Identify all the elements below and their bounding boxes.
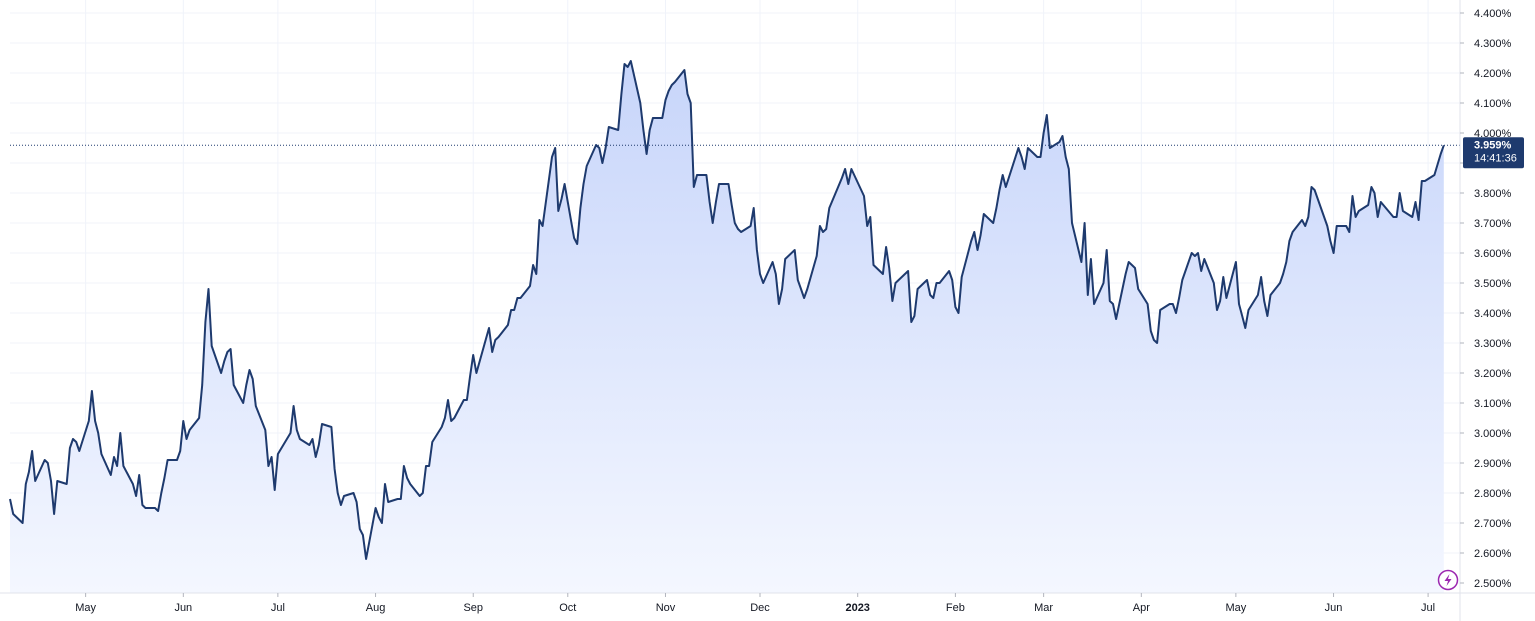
time-axis-label: Nov [656, 602, 676, 614]
price-axis-label: 2.500% [1474, 578, 1512, 590]
lightning-icon[interactable] [1437, 569, 1459, 591]
price-axis-label: 4.000% [1474, 128, 1512, 140]
price-axis-label: 4.100% [1474, 98, 1512, 110]
price-axis-label: 3.200% [1474, 368, 1512, 380]
price-axis-label: 4.400% [1474, 8, 1512, 20]
time-axis-label: Oct [559, 602, 576, 614]
time-axis-background [0, 593, 1535, 621]
last-value-badge: 3.959% 14:41:36 [1463, 137, 1524, 169]
price-axis[interactable]: 2.500% 2.600% 2.700% 2.800% 2.900% 3.000% 3.10… [1460, 8, 1512, 590]
last-value-label: 3.959% [1474, 139, 1512, 151]
price-axis-label: 3.100% [1474, 398, 1512, 410]
price-axis-label: 2.600% [1474, 548, 1512, 560]
price-axis-label: 3.000% [1474, 428, 1512, 440]
price-axis-background [1460, 0, 1535, 593]
time-axis-label: 2023 [845, 602, 869, 614]
price-axis-label: 3.700% [1474, 218, 1512, 230]
time-axis-label: Sep [463, 602, 483, 614]
countdown-label: 14:41:36 [1474, 152, 1517, 164]
lightning-icon-bolt [1444, 574, 1452, 586]
time-axis[interactable]: May Jun Jul Aug Sep Oct Nov Dec 2023 Feb Mar Apr May… [75, 593, 1435, 614]
time-axis-label: Jun [174, 602, 192, 614]
price-axis-label: 4.200% [1474, 68, 1512, 80]
price-axis-label: 3.400% [1474, 308, 1512, 320]
time-axis-label: Jun [1325, 602, 1343, 614]
time-axis-label: Apr [1133, 602, 1150, 614]
series-area [10, 61, 1444, 593]
time-axis-label: Dec [750, 602, 770, 614]
price-axis-label: 2.700% [1474, 518, 1512, 530]
price-axis-label: 3.800% [1474, 188, 1512, 200]
price-axis-label: 2.900% [1474, 458, 1512, 470]
time-axis-label: Feb [946, 602, 965, 614]
time-axis-label: May [75, 602, 96, 614]
series-line[interactable] [9, 60, 1445, 560]
price-axis-label: 3.500% [1474, 278, 1512, 290]
time-axis-label: Mar [1034, 602, 1053, 614]
time-axis-label: Jul [1421, 602, 1435, 614]
time-axis-label: May [1225, 602, 1246, 614]
time-axis-label: Jul [271, 602, 285, 614]
price-axis-label: 4.300% [1474, 38, 1512, 50]
price-axis-label: 3.600% [1474, 248, 1512, 260]
last-value-badge-background [1463, 137, 1524, 169]
time-axis-label: Aug [366, 602, 386, 614]
price-axis-label: 2.800% [1474, 488, 1512, 500]
price-axis-label: 3.300% [1474, 338, 1512, 350]
